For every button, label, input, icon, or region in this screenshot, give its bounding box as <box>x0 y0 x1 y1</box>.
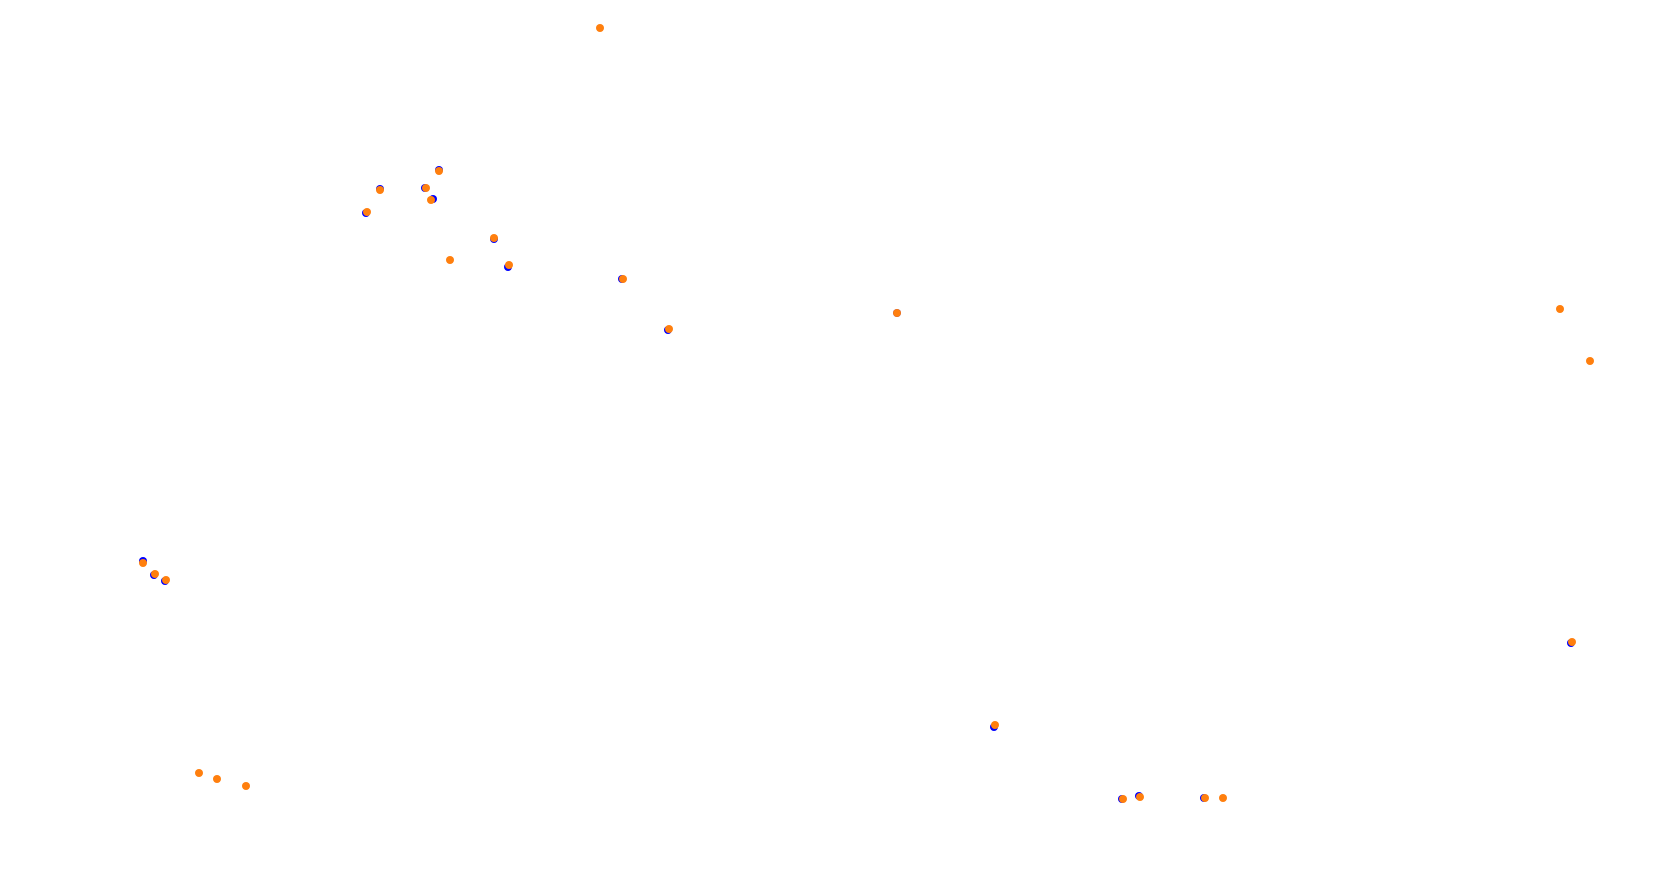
data-point <box>1136 793 1144 801</box>
data-point <box>1219 794 1227 802</box>
series-1 <box>139 166 1575 803</box>
data-point <box>1568 638 1576 646</box>
data-point <box>665 325 673 333</box>
data-point <box>162 576 170 584</box>
data-point <box>427 196 435 204</box>
data-point <box>1586 357 1594 365</box>
data-point <box>505 261 513 269</box>
data-point <box>619 275 627 283</box>
series-2 <box>139 24 1594 803</box>
data-point <box>596 24 604 32</box>
series-layer <box>139 24 1594 803</box>
data-point <box>1201 794 1209 802</box>
data-point <box>991 721 999 729</box>
data-point <box>363 208 371 216</box>
data-point <box>435 167 443 175</box>
data-point <box>195 769 203 777</box>
data-point <box>213 775 221 783</box>
data-point <box>446 256 454 264</box>
data-point <box>1119 795 1127 803</box>
data-point <box>242 782 250 790</box>
data-point <box>139 559 147 567</box>
data-point <box>422 184 430 192</box>
data-point <box>1556 305 1564 313</box>
data-point <box>893 309 901 317</box>
data-point <box>376 186 384 194</box>
data-point <box>151 570 159 578</box>
data-point <box>490 234 498 242</box>
